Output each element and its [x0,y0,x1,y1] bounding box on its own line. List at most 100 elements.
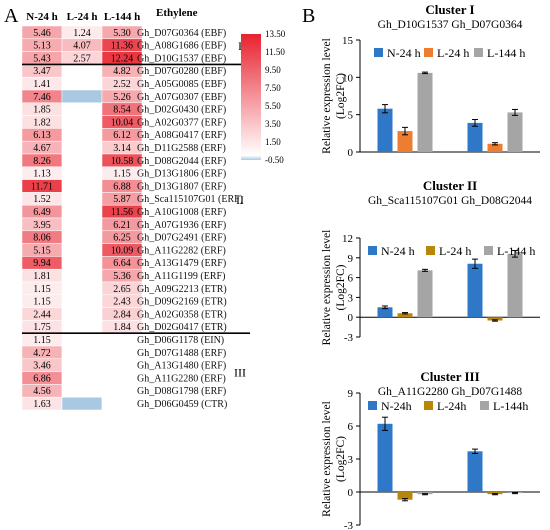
chart-title: Cluster II [423,178,477,193]
heatmap-gene-label: Gh_A02G0358 (ETR) [137,309,227,320]
bar-l-144h [417,492,433,495]
heatmap-cell-value: 5.36 [113,271,131,282]
y-tick-label: -3 [344,332,354,344]
heatmap-cell-value: 5.46 [33,28,51,39]
heatmap-cell [61,320,103,334]
y-tick-label: 10 [342,72,354,84]
heatmap-gene-label: Gh_D13G1807 (ERF) [137,181,226,192]
y-tick-label: 6 [348,421,354,433]
y-axis-label: Relative expression level [321,38,333,154]
heatmap-cell-value: 8.06 [33,233,51,244]
y-tick-label: 12 [342,233,353,245]
heatmap-cell-value: 8.26 [33,156,51,167]
color-scale-tick-label: 13.50 [265,29,286,39]
heatmap-cell-value: 8.54 [113,105,131,116]
heatmap-cell [61,76,103,91]
heatmap-cell [61,307,103,321]
chart-subtitle: Gh_Sca115107G01 Gh_D08G2044 [368,195,532,207]
heatmap-cell-value: 4.82 [113,66,131,77]
heatmap-cell [61,204,103,219]
bar-l-24-h [397,313,413,318]
heatmap-gene-label: Gh_D07G0280 (EBF) [137,66,226,77]
legend-swatch [480,401,489,410]
chart-title: Cluster III [420,369,479,384]
y-tick-label: 3 [348,292,354,304]
legend-swatch [474,48,483,57]
legend-label: N-24 h [387,46,421,60]
cluster-label: III [234,366,246,380]
color-scale-tick-label: 7.50 [265,83,281,93]
heatmap-gene-label: Gh_A05G0085 (EBF) [137,79,226,90]
legend-label: L-144 h [487,46,525,60]
legend-label: L-24h [437,399,466,413]
heatmap-cell-value: 9.94 [33,258,51,269]
heatmap-cell [61,281,103,296]
legend-swatch [424,48,433,57]
heatmap-gene-label: Gh_A07G1936 (ERF) [137,220,226,231]
heatmap-cell-value: 7.46 [33,92,51,103]
heatmap-cell [61,89,103,104]
color-scale-tick-label: -0.50 [265,155,284,165]
heatmap-cell-value: 4.07 [73,41,91,52]
heatmap-cell [101,396,143,411]
heatmap-gene-label: Gh_A08G0417 (ERF) [137,130,226,141]
heatmap-cell-value: 4.56 [33,386,51,397]
y-tick-label: -3 [344,520,354,530]
heatmap-cell-value: 2.43 [113,297,131,308]
heatmap-cell-value: 12.24 [111,53,134,64]
color-scale-tick-label: 11.50 [265,47,285,57]
panel-letter-b: B [302,5,315,27]
y-axis-label-unit: (Log2FC) [335,73,347,119]
bar-l-24h [397,492,413,500]
color-scale-tick-label: 3.50 [265,119,281,129]
y-axis-label: Relative expression level [321,401,333,517]
bar-l-144-h [507,112,523,152]
legend-swatch [374,48,383,57]
y-axis-label-unit: (Log2FC) [335,436,347,482]
heatmap-cell [61,256,103,270]
bar-l-24-h [487,143,503,152]
heatmap-cell-value: 11.56 [111,207,133,218]
heatmap-cell-value: 6.49 [33,207,51,218]
y-tick-label: 0 [348,487,354,499]
heatmap-cell-value: 6.64 [113,258,131,269]
heatmap-cell-value: 6.88 [113,181,131,192]
heatmap-cell [61,192,103,206]
heatmap-title: Ethylene [156,7,198,19]
heatmap-cell-value: 5.26 [113,92,131,103]
bar-chart-cluster-1: Cluster I Gh_D10G1537 Gh_D07G0364 0 5 10 15 Re… [321,2,540,159]
bar-l-144-h [417,270,433,318]
heatmap-cell [61,153,103,168]
heatmap-gene-label: Gh_A09G2213 (ETR) [137,284,227,295]
heatmap-cell-value: 3.46 [33,361,51,372]
heatmap-gene-label: Gh_D02G0430 (ERF) [137,105,226,116]
heatmap-cell-value: 3.47 [33,66,51,77]
bar-n-24h [377,423,393,492]
heatmap-cell [61,396,103,411]
bar-l-24-h [487,317,503,321]
heatmap-cell-value: 10.04 [111,117,134,128]
y-tick-label: 9 [348,253,354,265]
heatmap-cell-value: 1.63 [33,399,51,410]
heatmap-cell [61,332,103,347]
heatmap-cell-value: 1.15 [33,297,51,308]
color-scale-tick-label: 5.50 [265,101,281,111]
heatmap-cell-value: 4.72 [33,348,51,359]
bar-chart-cluster-2: Cluster II Gh_Sca115107G01 Gh_D08G2044 -3 0… [321,178,540,345]
panel-letter-a: A [4,5,19,27]
heatmap-gene-label: Gh_A08G1686 (EBF) [137,41,226,52]
heatmap-cell-value: 1.84 [113,322,131,333]
legend-swatch [484,246,493,255]
cluster-label: I [238,39,242,53]
heatmap-cell-value: 11.36 [111,41,133,52]
bar-l-144-h [417,72,433,152]
heatmap-cell [101,384,143,398]
legend-swatch [368,401,377,410]
heatmap-gene-label: Gh_A13G1480 (ERF) [137,361,226,372]
heatmap-gene-label: Gh_D10G1537 (EBF) [137,53,226,64]
heatmap-gene-label: Gh_A11G1199 (ERF) [137,271,225,282]
heatmap-gene-label: Gh_D07G0364 (EBF) [137,28,226,39]
bar-n-24h [467,451,483,492]
heatmap-cell [61,64,103,78]
bar-n-24-h [377,108,393,152]
